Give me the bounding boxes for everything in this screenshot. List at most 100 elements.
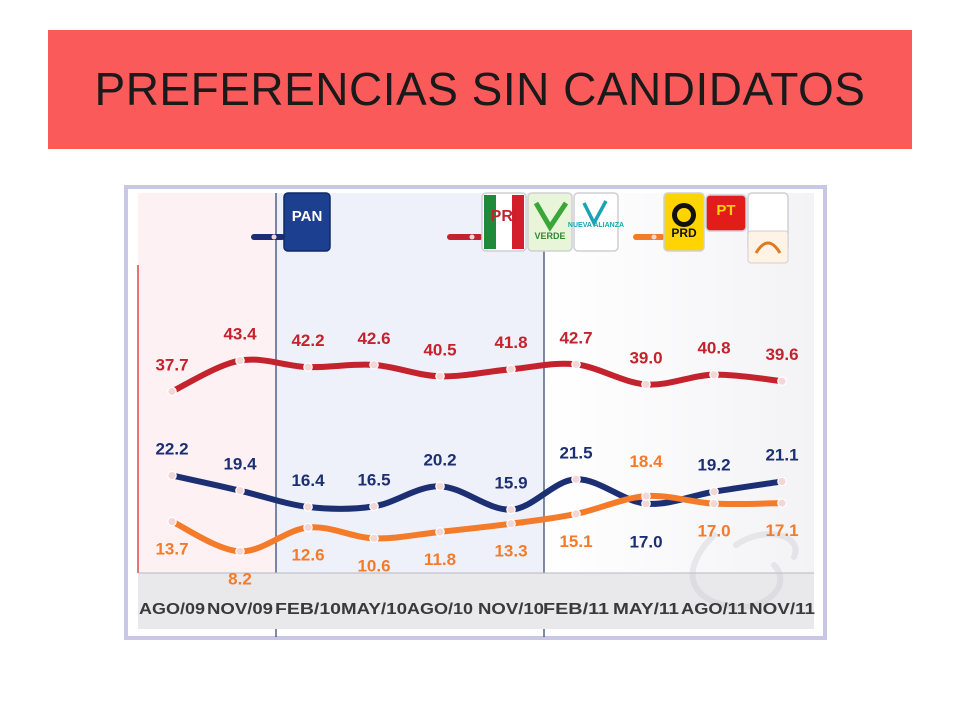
x-tick-label-6: FEB/11 — [543, 601, 609, 618]
data-point-prd_alliance-8 — [709, 498, 719, 509]
series-line-prd_alliance — [169, 492, 785, 555]
prd-logo-icon: PRD — [663, 192, 705, 252]
data-point-pan-8 — [709, 486, 719, 497]
data-label-pri_alliance-8: 40.8 — [697, 339, 730, 358]
data-label-pan-0: 22.2 — [155, 439, 188, 458]
data-point-pri_alliance-0 — [167, 386, 177, 397]
series-line-pri_alliance — [169, 356, 785, 395]
data-label-pan-9: 21.1 — [765, 445, 798, 464]
data-point-pan-3 — [369, 501, 379, 512]
pri-logo-icon-text: PRI — [491, 208, 518, 225]
pri-logo-icon: PRI — [481, 192, 527, 252]
data-label-pan-5: 15.9 — [494, 474, 527, 493]
data-point-pan-0 — [167, 470, 177, 481]
x-tick-label-7: MAY/11 — [613, 601, 679, 618]
data-point-prd_alliance-6 — [571, 509, 581, 519]
data-point-pan-2 — [303, 502, 313, 512]
data-point-prd_alliance-0 — [167, 516, 177, 527]
pvem-check-mark — [533, 201, 569, 232]
pt-logo-icon: PT — [705, 194, 747, 232]
data-point-pri_alliance-1 — [235, 355, 245, 366]
data-label-pri_alliance-1: 43.4 — [223, 325, 257, 344]
pri-red-band — [512, 195, 524, 249]
convergencia-box — [747, 230, 789, 264]
data-point-pan-4 — [435, 481, 445, 492]
title-bar: PREFERENCIAS SIN CANDIDATOS — [48, 30, 912, 149]
data-label-prd_alliance-6: 15.1 — [559, 532, 592, 551]
data-label-pan-7: 17.0 — [629, 533, 662, 552]
pan-logo-icon: PAN — [283, 192, 331, 252]
data-label-prd_alliance-8: 17.0 — [697, 522, 730, 541]
data-point-pri_alliance-2 — [303, 362, 313, 372]
data-point-pri_alliance-8 — [709, 369, 719, 380]
data-label-prd_alliance-4: 11.8 — [424, 550, 456, 569]
x-tick-label-4: AGO/10 — [407, 601, 473, 618]
data-point-pri_alliance-3 — [369, 360, 379, 370]
data-point-prd_alliance-5 — [506, 518, 516, 529]
prd-logo-icon-text: PRD — [671, 226, 697, 240]
data-label-pan-1: 19.4 — [223, 455, 257, 474]
x-axis-band — [138, 573, 814, 629]
legend-swatch-dot-pan — [271, 234, 277, 240]
data-point-pan-1 — [235, 485, 245, 496]
data-point-pri_alliance-6 — [571, 359, 581, 370]
data-point-prd_alliance-3 — [369, 533, 379, 544]
pt-logo-icon-box — [705, 194, 747, 232]
data-point-prd_alliance-7 — [641, 491, 651, 501]
data-point-pri_alliance-7 — [641, 379, 651, 390]
data-point-pan-9 — [777, 476, 787, 487]
nueva-alianza-mark — [582, 200, 608, 227]
watermark-logo-icon — [689, 531, 799, 610]
data-point-pri_alliance-5 — [506, 364, 516, 375]
data-point-pan-6 — [571, 474, 581, 485]
legend-swatch-dot-pri_alliance — [469, 234, 475, 240]
data-label-prd_alliance-1: 8.2 — [228, 569, 252, 588]
data-label-pri_alliance-3: 42.6 — [357, 329, 390, 348]
data-label-prd_alliance-5: 13.3 — [494, 542, 527, 561]
data-label-pri_alliance-0: 37.7 — [155, 355, 188, 374]
data-label-pri_alliance-7: 39.0 — [629, 348, 662, 367]
data-point-pri_alliance-9 — [777, 376, 787, 386]
pt-logo-icon-text: PT — [716, 202, 735, 219]
x-tick-label-2: FEB/10 — [275, 601, 341, 618]
x-tick-label-8: AGO/11 — [681, 601, 747, 618]
prd-sun-core — [677, 208, 691, 222]
pvem-logo-icon: VERDE — [527, 192, 573, 252]
data-label-pan-6: 21.5 — [559, 443, 592, 462]
data-label-prd_alliance-9: 17.1 — [765, 521, 798, 540]
data-label-pri_alliance-6: 42.7 — [559, 328, 592, 347]
period-2009-shade — [138, 193, 276, 573]
nueva-alianza-logo-icon: NUEVA ALIANZA — [568, 192, 624, 252]
x-tick-label-9: NOV/11 — [749, 601, 815, 618]
x-tick-label-5: NOV/10 — [478, 601, 544, 618]
data-label-prd_alliance-2: 12.6 — [291, 546, 324, 565]
pri-green-band — [484, 195, 496, 249]
data-point-pri_alliance-4 — [435, 371, 445, 382]
pan-logo-icon-box — [283, 192, 331, 252]
data-point-prd_alliance-9 — [777, 498, 787, 508]
data-point-prd_alliance-1 — [235, 546, 245, 557]
data-label-pan-8: 19.2 — [697, 456, 730, 475]
data-point-prd_alliance-4 — [435, 527, 445, 537]
x-tick-label-0: AGO/09 — [139, 601, 205, 618]
x-tick-label-1: NOV/09 — [207, 601, 273, 618]
data-point-prd_alliance-2 — [303, 522, 313, 533]
data-point-pan-5 — [506, 504, 516, 515]
convergencia-bird-mark — [754, 241, 782, 254]
data-label-pri_alliance-2: 42.2 — [291, 331, 324, 350]
data-label-pan-2: 16.4 — [291, 471, 325, 490]
pan-logo-icon-text: PAN — [292, 208, 323, 225]
pvem-logo-icon-text: VERDE — [534, 231, 565, 241]
convergencia-logo-icon — [747, 192, 789, 264]
data-label-prd_alliance-7: 18.4 — [629, 452, 663, 471]
pvem-logo-icon-box — [527, 192, 573, 252]
data-label-pan-3: 16.5 — [357, 470, 390, 489]
data-label-pri_alliance-5: 41.8 — [494, 333, 527, 352]
slide-title: PREFERENCIAS SIN CANDIDATOS — [94, 63, 866, 115]
data-label-pri_alliance-4: 40.5 — [423, 340, 456, 359]
data-label-pri_alliance-9: 39.6 — [765, 345, 798, 364]
legend-swatch-dot-prd_alliance — [651, 234, 657, 240]
x-tick-label-3: MAY/10 — [341, 601, 407, 618]
data-label-prd_alliance-3: 10.6 — [357, 556, 390, 575]
